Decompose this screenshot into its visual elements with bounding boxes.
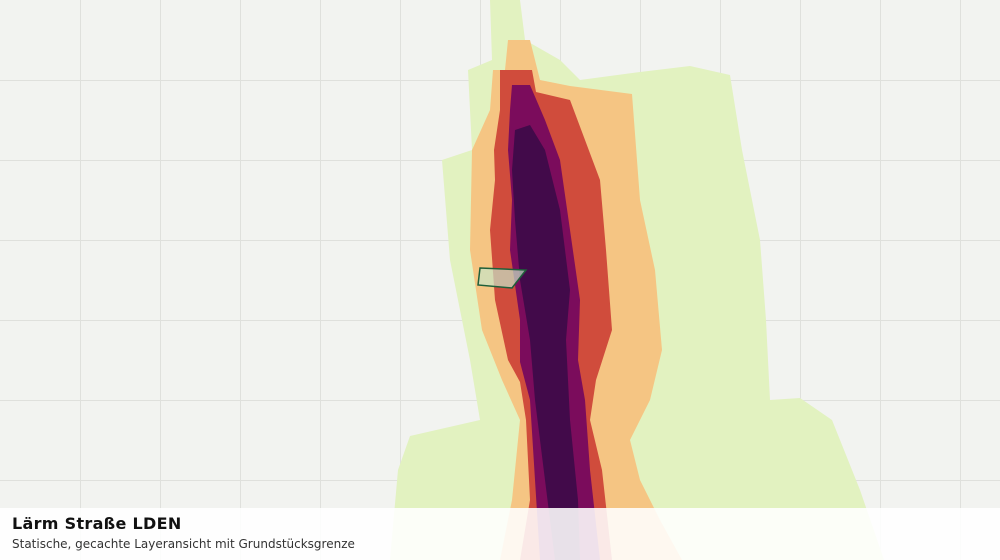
noise-band-extreme xyxy=(512,125,580,560)
caption-panel: Lärm Straße LDEN Statische, gecachte Lay… xyxy=(0,508,1000,560)
layer-subtitle: Statische, gecachte Layeransicht mit Gru… xyxy=(12,537,355,551)
layer-title: Lärm Straße LDEN xyxy=(12,514,182,533)
parcel-boundary[interactable] xyxy=(477,267,528,289)
